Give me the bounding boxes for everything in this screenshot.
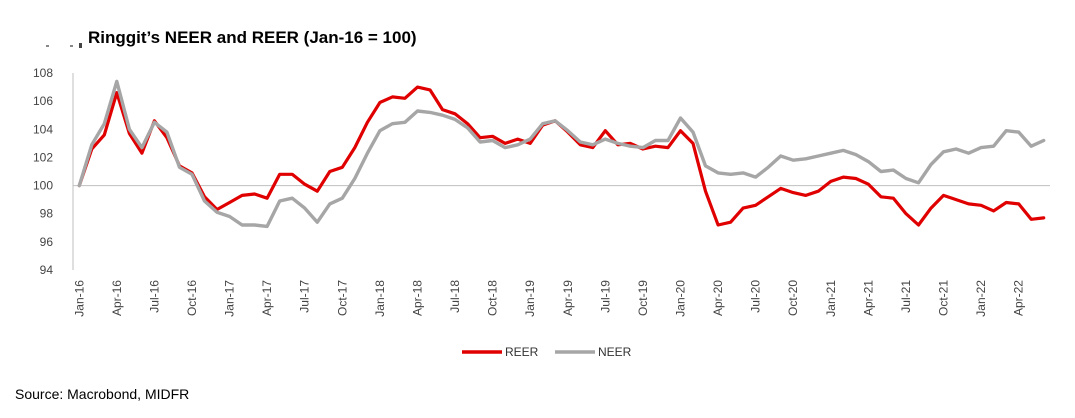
redacted-label-icon bbox=[46, 43, 82, 48]
x-tick-label: Jul-19 bbox=[598, 280, 612, 313]
x-tick-label: Jan-17 bbox=[223, 280, 237, 317]
x-tick-label: Jul-17 bbox=[298, 280, 312, 313]
x-axis-labels: Jan-16 Apr-16 Jul-16 Oct-16 Jan-17 Apr-17 Jul-… bbox=[72, 280, 1025, 317]
y-tick-label: 94 bbox=[40, 263, 54, 277]
axes bbox=[72, 73, 1050, 270]
series-line-neer bbox=[77, 79, 1046, 229]
series-line-reer bbox=[77, 85, 1046, 227]
x-tick-label: Apr-19 bbox=[561, 280, 575, 316]
x-tick-label: Apr-16 bbox=[110, 280, 124, 316]
source-note: Source: Macrobond, MIDFR bbox=[15, 386, 190, 402]
x-tick-label: Jul-21 bbox=[899, 280, 913, 313]
x-tick-label: Jul-16 bbox=[147, 280, 161, 313]
y-axis-labels: 94 96 98 100 102 104 106 108 bbox=[33, 66, 53, 277]
x-tick-label: Apr-20 bbox=[711, 280, 725, 316]
y-tick-label: 108 bbox=[33, 66, 53, 80]
title-redacted-mark bbox=[46, 36, 82, 48]
x-tick-label: Apr-18 bbox=[410, 280, 424, 316]
x-tick-label: Oct-18 bbox=[486, 280, 500, 316]
y-tick-label: 98 bbox=[40, 207, 54, 221]
legend-label-reer: REER bbox=[505, 345, 539, 359]
x-tick-label: Jan-20 bbox=[673, 280, 687, 317]
x-tick-label: Oct-19 bbox=[636, 280, 650, 316]
x-tick-label: Jan-19 bbox=[523, 280, 537, 317]
legend-label-neer: NEER bbox=[598, 345, 632, 359]
x-tick-label: Oct-17 bbox=[335, 280, 349, 316]
x-tick-label: Apr-22 bbox=[1012, 280, 1026, 316]
y-tick-label: 102 bbox=[33, 150, 53, 164]
x-tick-label: Oct-16 bbox=[185, 280, 199, 316]
x-tick-label: Oct-21 bbox=[937, 280, 951, 316]
chart-title: Ringgit’s NEER and REER (Jan-16 = 100) bbox=[88, 28, 417, 47]
y-tick-label: 100 bbox=[33, 179, 53, 193]
x-tick-label: Jan-18 bbox=[373, 280, 387, 317]
x-tick-label: Apr-21 bbox=[861, 280, 875, 316]
y-tick-label: 96 bbox=[40, 235, 54, 249]
y-tick-label: 106 bbox=[33, 94, 53, 108]
legend: REER NEER bbox=[462, 345, 632, 359]
x-tick-label: Jan-21 bbox=[824, 280, 838, 317]
x-tick-label: Jan-16 bbox=[72, 280, 86, 317]
x-tick-label: Jul-20 bbox=[749, 280, 763, 313]
x-tick-label: Apr-17 bbox=[260, 280, 274, 316]
y-tick-label: 104 bbox=[33, 122, 53, 136]
x-tick-label: Jul-18 bbox=[448, 280, 462, 313]
series-lines bbox=[77, 79, 1046, 229]
x-tick-label: Jan-22 bbox=[974, 280, 988, 317]
x-tick-label: Oct-20 bbox=[786, 280, 800, 316]
